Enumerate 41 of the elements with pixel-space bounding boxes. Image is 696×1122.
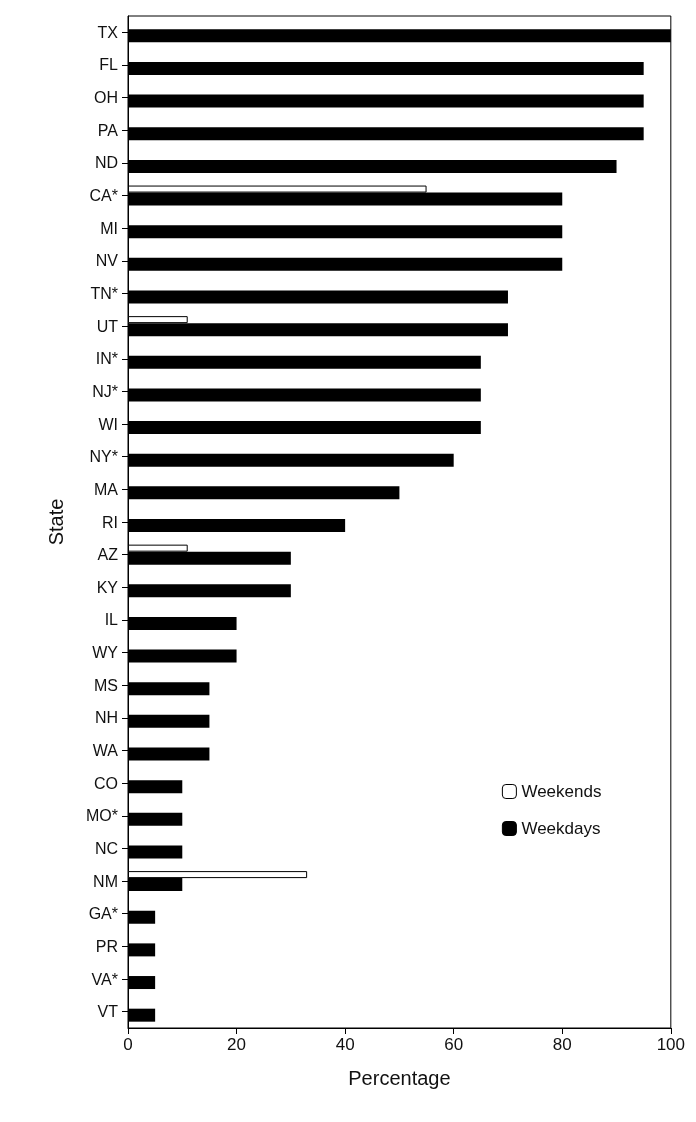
x-tick-label: 20	[227, 1035, 247, 1054]
y-tick-label: ND	[94, 154, 118, 172]
y-tick-label: NC	[94, 839, 118, 857]
x-tick-label: 60	[444, 1035, 464, 1054]
y-tick-label: PA	[97, 121, 119, 139]
legend-label: Weekdays	[521, 819, 601, 838]
y-tick-label: TX	[97, 23, 119, 41]
y-tick-label: WI	[98, 415, 118, 433]
y-tick-label: OH	[94, 89, 118, 107]
y-tick-label: MS	[94, 676, 118, 694]
x-tick-label: 40	[335, 1035, 355, 1054]
y-tick-label: NH	[94, 709, 118, 727]
y-tick-label: TN*	[90, 284, 118, 302]
y-tick-label: WY	[92, 644, 119, 662]
y-tick-label: FL	[99, 56, 119, 74]
y-tick-label: UT	[96, 317, 119, 335]
y-tick-label: GA*	[88, 905, 118, 923]
y-tick-label: CO	[94, 774, 118, 792]
y-tick-label: VA*	[91, 970, 118, 988]
y-tick-label: MA	[94, 480, 119, 498]
y-tick-label: VT	[97, 1003, 119, 1021]
x-tick-label: 80	[552, 1035, 572, 1054]
y-tick-label: NY*	[89, 448, 118, 466]
y-tick-label: CA*	[89, 187, 118, 205]
y-tick-label: NM	[93, 872, 118, 890]
y-axis-title: State	[45, 498, 67, 546]
y-tick-label: IL	[104, 611, 119, 629]
y-tick-label: IN*	[95, 350, 118, 368]
x-axis-title: Percentage	[348, 1067, 451, 1089]
legend-label: Weekends	[521, 782, 602, 801]
y-tick-label: NV	[95, 252, 119, 270]
y-tick-label: KY	[96, 578, 119, 596]
y-tick-label: PR	[95, 937, 118, 955]
x-tick-label: 0	[123, 1035, 133, 1054]
y-tick-label: MI	[100, 219, 118, 237]
y-tick-label: RI	[102, 513, 118, 531]
y-tick-label: NJ*	[92, 382, 118, 400]
y-tick-label: WA	[92, 742, 119, 760]
x-tick-label: 100	[656, 1035, 686, 1054]
y-tick-label: MO*	[86, 807, 118, 825]
y-tick-label: AZ	[97, 546, 119, 564]
